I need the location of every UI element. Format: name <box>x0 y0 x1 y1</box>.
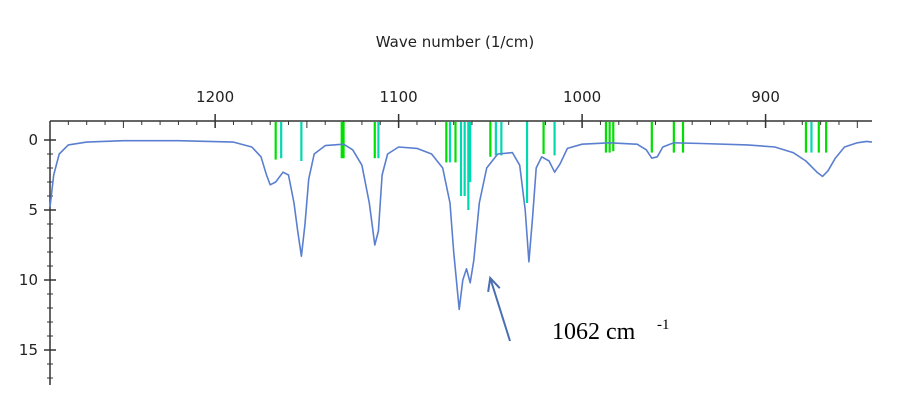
axes: 1200 1100 1000 900 0 5 10 15 <box>19 88 872 385</box>
x-tick-label: 1200 <box>196 88 234 106</box>
x-tick-label: 900 <box>751 88 780 106</box>
chart-title: Wave number (1/cm) <box>376 33 534 51</box>
annotation-superscript: -1 <box>657 317 670 333</box>
y-tick-label: 0 <box>28 131 38 149</box>
x-tick-label: 1000 <box>563 88 601 106</box>
y-tick-label: 10 <box>19 271 38 289</box>
y-tick-label: 5 <box>28 201 38 219</box>
y-tick-label: 15 <box>19 341 38 359</box>
annotation-arrowhead <box>487 275 501 292</box>
stick-lines <box>274 122 828 210</box>
series-line <box>49 139 873 311</box>
x-tick-label: 1100 <box>380 88 418 106</box>
annotation: 1062 cm -1 <box>487 275 670 345</box>
annotation-label: 1062 cm <box>552 319 636 345</box>
annotation-arrow <box>489 277 511 342</box>
